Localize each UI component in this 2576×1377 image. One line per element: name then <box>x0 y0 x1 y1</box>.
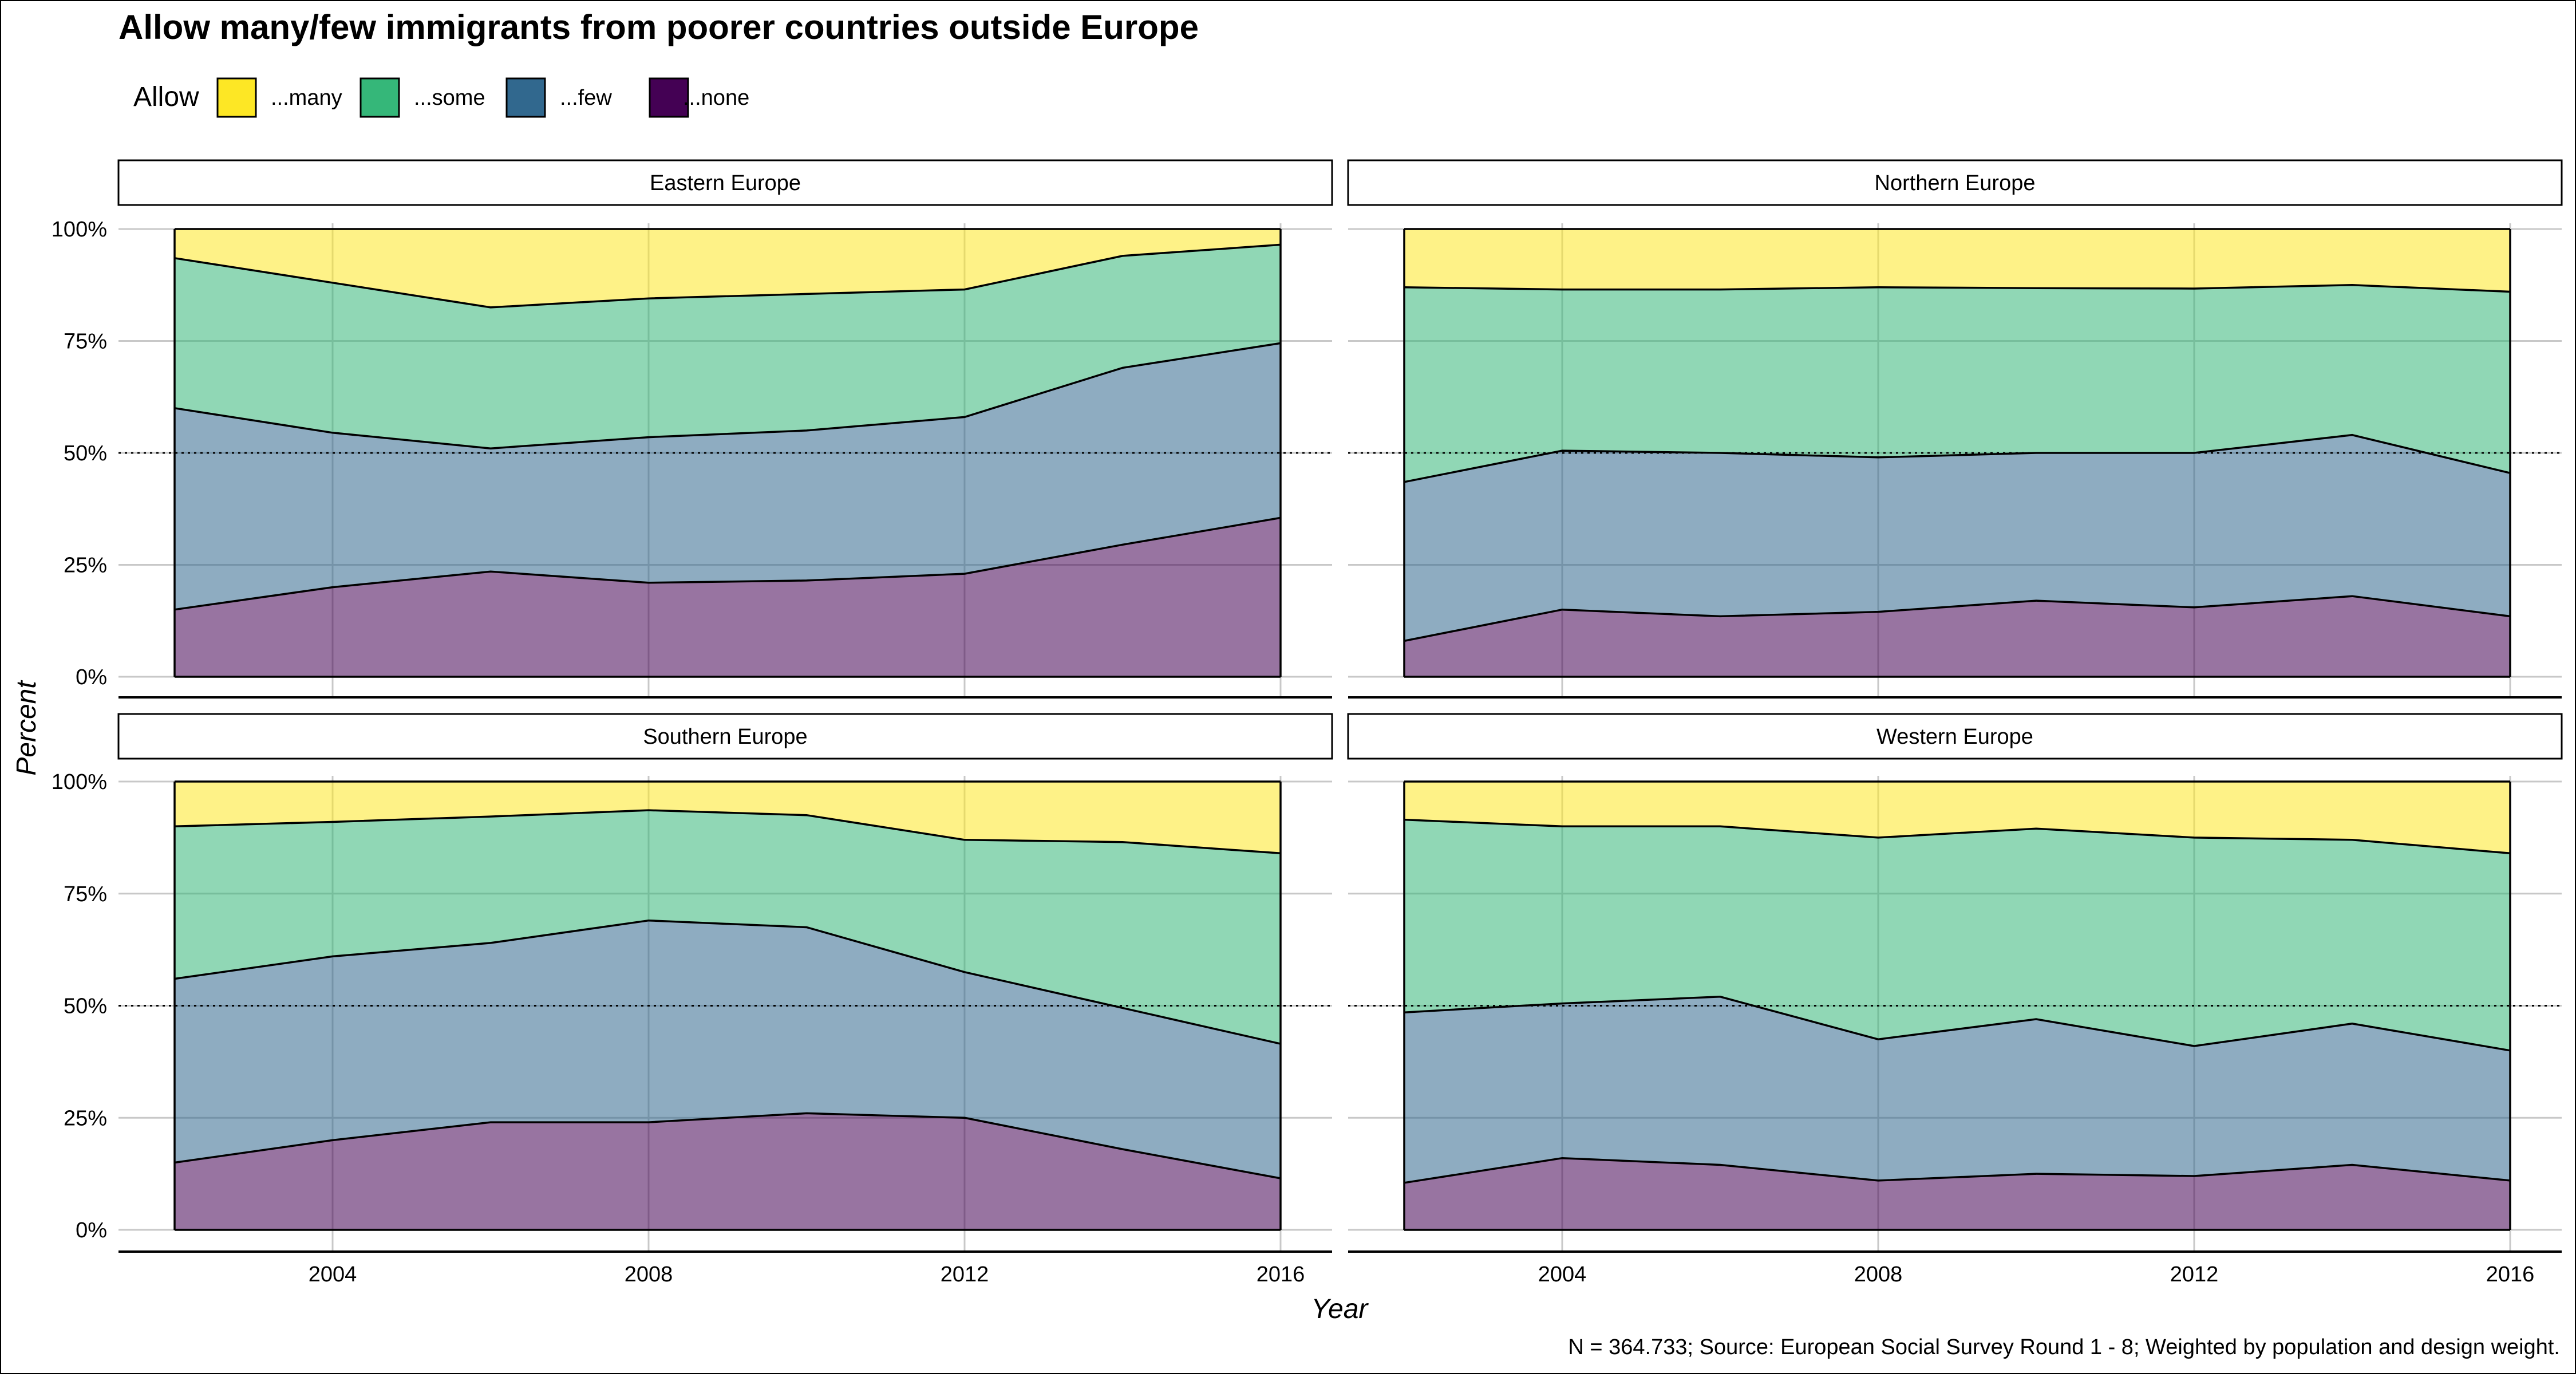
legend-title: Allow <box>133 82 199 112</box>
boundary-line-some <box>1404 284 2511 293</box>
legend-label-none: ...none <box>683 86 749 110</box>
facet-western-europe: Western Europe 2004 2008 2012 2016 <box>1347 713 2563 1287</box>
boundary-line-few <box>174 342 1281 449</box>
x-tick-label: 2016 <box>1257 1262 1305 1287</box>
area-some <box>1404 285 2510 482</box>
area-some <box>175 810 1281 1044</box>
y-tick-label: 25% <box>64 1106 107 1130</box>
x-axis-title: Year <box>1311 1294 1369 1324</box>
facet-strip <box>117 159 1333 206</box>
boundary-line-none <box>1404 1157 2511 1184</box>
facet-strip-label: Western Europe <box>1876 725 2033 749</box>
y-tick-label: 100% <box>52 218 107 242</box>
legend-item-few: ...few <box>505 77 612 118</box>
y-axis-title: Percent <box>11 680 42 776</box>
legend-item-none: ...none <box>649 77 749 118</box>
legend-swatch-few <box>505 77 546 118</box>
area-many <box>1404 229 2510 292</box>
x-tick-label: 2016 <box>2486 1262 2535 1287</box>
boundary-line-some <box>174 243 1281 309</box>
facet-panels: Eastern Europe 0% 25% 50% 75% 100% Northern Eu… <box>52 159 2563 1287</box>
boundary-line-none <box>174 1112 1281 1179</box>
area-few <box>175 920 1281 1178</box>
area-few <box>1404 435 2510 641</box>
facet-strip-label: Northern Europe <box>1875 171 2036 195</box>
area-none <box>175 1113 1281 1230</box>
boundary-line-some <box>174 809 1281 855</box>
facet-strip <box>117 713 1333 760</box>
boundary-line-none <box>174 516 1281 611</box>
area-some <box>175 244 1281 449</box>
legend-item-some: ...some <box>359 77 485 118</box>
boundary-line-none <box>1404 595 2511 642</box>
facet-northern-europe: Northern Europe <box>1347 159 2563 699</box>
area-many <box>175 229 1281 307</box>
facet-strip-label: Eastern Europe <box>650 171 801 195</box>
y-tick-label: 0% <box>76 665 107 689</box>
x-tick-label: 2012 <box>941 1262 989 1287</box>
legend: Allow ...many ...some ...few ...none <box>133 77 749 118</box>
facet-eastern-europe: Eastern Europe 0% 25% 50% 75% 100% <box>52 159 1333 699</box>
area-few <box>1404 996 2510 1183</box>
legend-item-many: ...many <box>216 77 342 118</box>
facet-southern-europe: Southern Europe 0% 25% 50% 75% 100% 2004 2008 20… <box>52 713 1333 1287</box>
area-many <box>1404 782 2510 854</box>
y-tick-label: 0% <box>76 1218 107 1242</box>
x-tick-label: 2004 <box>1538 1262 1587 1287</box>
legend-label-few: ...few <box>560 86 612 110</box>
boundary-line-some <box>1404 818 2511 855</box>
chart-title: Allow many/few immigrants from poorer co… <box>118 8 1199 46</box>
caption: N = 364.733; Source: European Social Sur… <box>1568 1335 2560 1359</box>
area-none <box>1404 596 2510 677</box>
y-tick-label: 100% <box>52 770 107 794</box>
x-tick-label: 2008 <box>1854 1262 1903 1287</box>
y-tick-label: 75% <box>64 882 107 906</box>
boundary-line-few <box>1404 433 2511 483</box>
facet-strip <box>1347 159 2563 206</box>
y-tick-label: 25% <box>64 554 107 578</box>
y-tick-label: 50% <box>64 441 107 465</box>
boundary-line-few <box>174 919 1281 1045</box>
area-few <box>175 343 1281 610</box>
legend-label-many: ...many <box>271 86 342 110</box>
legend-swatch-many <box>216 77 257 118</box>
y-tick-label: 50% <box>64 995 107 1019</box>
facet-strip <box>1347 713 2563 760</box>
legend-label-some: ...some <box>414 86 485 110</box>
x-tick-label: 2008 <box>625 1262 673 1287</box>
area-none <box>175 518 1281 677</box>
facet-strip-label: Southern Europe <box>643 725 807 749</box>
y-tick-label: 75% <box>64 330 107 354</box>
area-many <box>175 782 1281 854</box>
x-tick-label: 2004 <box>309 1262 357 1287</box>
legend-swatch-some <box>359 77 400 118</box>
x-tick-label: 2012 <box>2170 1262 2219 1287</box>
area-none <box>1404 1158 2510 1230</box>
legend-swatch-none <box>649 77 689 118</box>
boundary-line-few <box>1404 996 2511 1052</box>
area-some <box>1404 819 2510 1051</box>
